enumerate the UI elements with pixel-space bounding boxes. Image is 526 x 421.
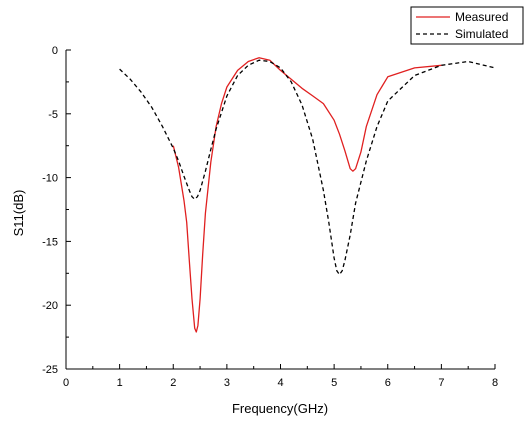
plot-area (120, 58, 495, 332)
x-tick-label: 0 (63, 377, 69, 389)
legend-label-simulated: Simulated (455, 27, 508, 41)
y-tick-label: -25 (42, 364, 58, 376)
y-tick-label: -10 (42, 173, 58, 185)
y-tick-label: -20 (42, 300, 58, 312)
y-tick-label: -5 (48, 109, 58, 121)
y-tick-label: -15 (42, 236, 58, 248)
x-tick-label: 3 (224, 377, 230, 389)
x-tick-label: 2 (170, 377, 176, 389)
y-tick-label: 0 (52, 45, 58, 57)
legend-label-measured: Measured (455, 10, 508, 24)
y-axis-ticks: 0 -5 -10 -15 -20 -25 (42, 45, 71, 376)
x-tick-label: 6 (385, 377, 391, 389)
x-axis-label: Frequency(GHz) (232, 401, 328, 416)
x-tick-label: 8 (492, 377, 498, 389)
x-tick-label: 5 (331, 377, 337, 389)
x-tick-label: 4 (277, 377, 283, 389)
legend: Measured Simulated (411, 7, 523, 44)
x-axis-ticks: 0 1 2 3 4 5 6 7 8 (63, 364, 498, 389)
axes (66, 50, 495, 369)
x-tick-label: 1 (117, 377, 123, 389)
series-line-measured (173, 58, 441, 332)
x-tick-label: 7 (438, 377, 444, 389)
y-axis-label: S11(dB) (11, 190, 26, 237)
